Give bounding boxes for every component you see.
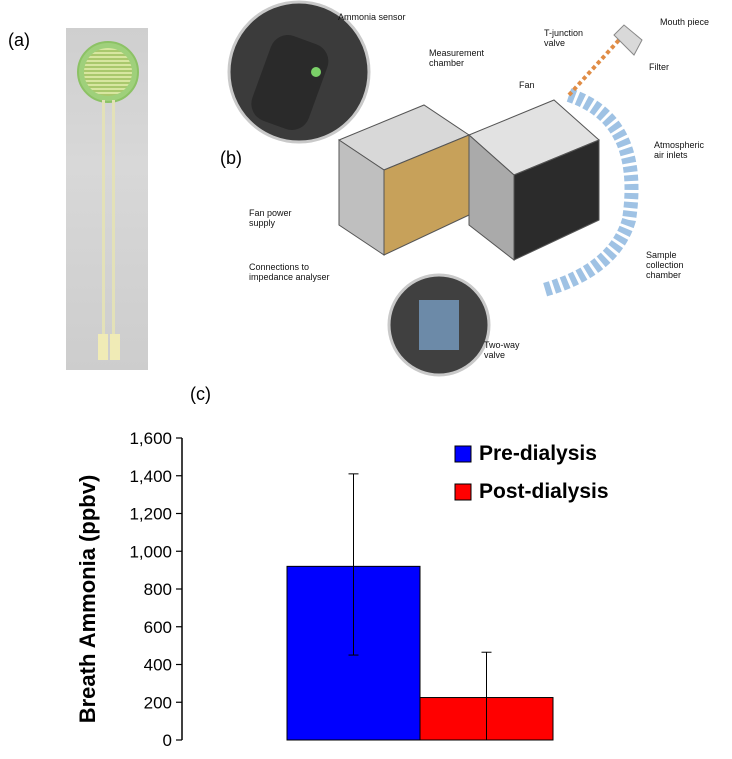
device-photo: Ammonia sensor Measurement chamber Fan T…: [224, 0, 732, 385]
label-sample-collection-chamber: Sample collection chamber: [646, 250, 684, 280]
legend-label: Pre-dialysis: [479, 442, 597, 465]
label-atmospheric-air-inlets: Atmospheric air inlets: [654, 140, 705, 160]
y-axis-title: Breath Ammonia (ppbv): [75, 475, 100, 724]
y-tick-label: 1,600: [129, 429, 172, 448]
y-tick-label: 400: [144, 656, 172, 675]
y-tick-label: 1,400: [129, 467, 172, 486]
label-ammonia-sensor: Ammonia sensor: [338, 12, 406, 22]
panel-label-b: (b): [220, 148, 242, 168]
device-illustration: [227, 0, 643, 377]
legend-label: Post-dialysis: [479, 480, 609, 503]
panel-label-c: (c): [190, 384, 211, 404]
label-connections: Connections to impedance analyser: [249, 262, 330, 282]
y-tick-label: 0: [163, 731, 172, 750]
label-filter: Filter: [649, 62, 669, 72]
label-fan: Fan: [519, 80, 535, 90]
sensor-photo: [66, 28, 148, 370]
bar-chart: 0 200 400 600 800 1,000 1,200 1,400 1,600 Breath …: [0, 390, 732, 754]
y-tick-label: 800: [144, 580, 172, 599]
label-mouth-piece: Mouth piece: [660, 17, 710, 27]
chart-svg: 0 200 400 600 800 1,000 1,200 1,400 1,600 Breath …: [75, 429, 609, 750]
label-t-junction-valve: T-junction valve: [544, 28, 584, 48]
label-measurement-chamber: Measurement chamber: [429, 48, 485, 68]
y-tick-label: 600: [144, 618, 172, 637]
legend-swatch: [454, 483, 472, 501]
label-fan-power-supply: Fan power supply: [249, 208, 292, 228]
panel-label-a: (a): [8, 30, 30, 50]
sensor-illustration: [77, 41, 139, 360]
y-tick-label: 200: [144, 693, 172, 712]
legend-swatch: [454, 445, 472, 463]
y-tick-label: 1,000: [129, 542, 172, 561]
label-two-way-valve: Two-way valve: [484, 340, 520, 360]
y-tick-label: 1,200: [129, 505, 172, 524]
